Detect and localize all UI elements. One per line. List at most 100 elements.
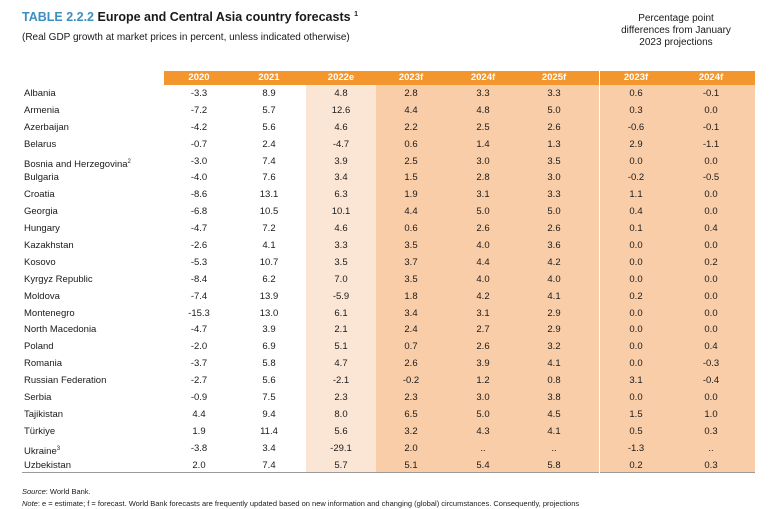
cell-2022e: 10.1: [331, 206, 351, 218]
table-row: Türkiye 1.9 11.4 5.6 3.2 4.3 4.1 0.5 0.3: [0, 424, 770, 441]
pp-cell-2024f: 0.3: [704, 425, 718, 437]
country-name: Georgia: [24, 204, 174, 221]
cell-2024f: 4.3: [476, 425, 490, 437]
cell-2020: -15.3: [188, 307, 210, 319]
table-row: Ukraine3 -3.8 3.4 -29.1 2.0.... -1.3..: [0, 441, 770, 458]
country-label: Kosovo: [24, 256, 56, 268]
cell-2021: 5.7: [262, 104, 276, 116]
table-row: Croatia -8.6 13.1 6.3 1.9 3.1 3.3 1.1 0.0: [0, 187, 770, 204]
table-body: Albania -3.3 8.9 4.8 2.8 3.3 3.3 0.6 -0.1 Armenia…: [0, 86, 770, 474]
cell-2021: 10.7: [259, 256, 279, 268]
country-label: Hungary: [24, 223, 60, 235]
col-header-2021: 2021: [258, 72, 280, 83]
cell-2025f: 4.1: [547, 358, 561, 370]
cell-2025f: 3.2: [547, 341, 561, 353]
cell-2025f: 3.0: [547, 172, 561, 184]
country-name: North Macedonia: [24, 322, 174, 339]
table-subtitle: (Real GDP growth at market prices in per…: [22, 32, 350, 43]
cell-2025f: 3.3: [547, 88, 561, 99]
cell-2024f: 2.6: [476, 223, 490, 235]
cell-2024f: 3.3: [476, 88, 490, 99]
pp-heading-line2: differences from January: [621, 25, 731, 36]
country-name: Kyrgyz Republic: [24, 272, 174, 289]
table-row: Azerbaijan -4.2 5.6 4.6 2.2 2.5 2.6 -0.6 -0.1: [0, 120, 770, 137]
pp-cell-2024f: 0.0: [704, 290, 718, 302]
cell-2021: 4.1: [262, 240, 276, 252]
cell-2024f: 4.4: [476, 256, 490, 268]
cell-2025f: 2.9: [547, 324, 561, 336]
cell-2025f: 2.9: [547, 307, 561, 319]
cell-2022e: 7.0: [334, 273, 348, 285]
country-name: Hungary: [24, 221, 174, 238]
cell-2021: 13.0: [259, 307, 279, 319]
pp-cell-2023f: 2.9: [629, 138, 643, 150]
pp-cell-2024f: -0.5: [702, 172, 720, 184]
pp-cell-2023f: 0.0: [629, 256, 643, 268]
cell-2023f: 2.4: [404, 324, 418, 336]
cell-2025f: 5.0: [547, 206, 561, 218]
col-header-2024f: 2024f: [470, 72, 496, 83]
country-label: Uzbekistan: [24, 459, 71, 471]
cell-2020: -8.6: [190, 189, 208, 201]
table-row: Moldova -7.4 13.9 -5.9 1.8 4.2 4.1 0.2 0.0: [0, 289, 770, 306]
table-row: Bulgaria -4.0 7.6 3.4 1.5 2.8 3.0 -0.2 -0.5: [0, 170, 770, 187]
cell-2022e: -4.7: [332, 138, 350, 150]
pp-cell-2023f: 0.0: [629, 240, 643, 252]
cell-2021: 7.4: [262, 155, 276, 167]
cell-2021: 6.9: [262, 341, 276, 353]
country-name: Azerbaijan: [24, 120, 174, 137]
country-label: Kyrgyz Republic: [24, 273, 93, 285]
cell-2022e: -2.1: [332, 375, 350, 387]
pp-cell-2024f: -0.3: [702, 358, 720, 370]
country-label: Croatia: [24, 189, 55, 201]
country-label: Serbia: [24, 392, 52, 404]
cell-2022e: 3.5: [334, 256, 348, 268]
country-name: Ukraine3: [24, 441, 174, 461]
forecast-columns-band: [376, 71, 599, 472]
pp-cell-2024f: -0.1: [702, 88, 720, 99]
cell-2024f: 3.1: [476, 189, 490, 201]
cell-2020: -3.8: [190, 442, 208, 454]
pp-cell-2024f: 1.0: [704, 408, 718, 420]
cell-2021: 9.4: [262, 408, 276, 420]
pp-cell-2024f: 0.3: [704, 459, 718, 471]
table-row: Kazakhstan -2.6 4.1 3.3 3.5 4.0 3.6 0.0 0.0: [0, 238, 770, 255]
country-label: Azerbaijan: [24, 121, 69, 133]
pp-differences-heading: Percentage point differences from Januar…: [596, 13, 756, 49]
estimate-column-band: [306, 71, 376, 472]
country-name: Tajikistan: [24, 407, 174, 424]
cell-2021: 7.6: [262, 172, 276, 184]
cell-2023f: 5.1: [404, 459, 418, 471]
pp-cell-2024f: -0.1: [702, 121, 720, 133]
cell-2023f: 1.9: [404, 189, 418, 201]
cell-2022e: 2.3: [334, 392, 348, 404]
table-row: Tajikistan 4.4 9.4 8.0 6.5 5.0 4.5 1.5 1.0: [0, 407, 770, 424]
cell-2024f: ..: [480, 442, 486, 454]
col-header-2025f: 2025f: [541, 72, 567, 83]
cell-2023f: 3.2: [404, 425, 418, 437]
cell-2020: -5.3: [190, 256, 208, 268]
cell-2025f: 3.5: [547, 155, 561, 167]
cell-2025f: 2.6: [547, 223, 561, 235]
country-label: Moldova: [24, 290, 60, 302]
table-row: Albania -3.3 8.9 4.8 2.8 3.3 3.3 0.6 -0.1: [0, 86, 770, 103]
cell-2025f: 2.6: [547, 121, 561, 133]
cell-2023f: 3.7: [404, 256, 418, 268]
pp-cell-2023f: 0.2: [629, 459, 643, 471]
cell-2022e: 6.1: [334, 307, 348, 319]
country-label: Poland: [24, 341, 54, 353]
cell-2022e: 6.3: [334, 189, 348, 201]
cell-2024f: 4.2: [476, 290, 490, 302]
table-row: North Macedonia -4.7 3.9 2.1 2.4 2.7 2.9 0.0 0.0: [0, 322, 770, 339]
cell-2021: 7.4: [262, 459, 276, 471]
cell-2022e: -5.9: [332, 290, 350, 302]
cell-2025f: 5.0: [547, 104, 561, 116]
country-label: Albania: [24, 88, 56, 99]
country-name: Russian Federation: [24, 373, 174, 390]
country-label: North Macedonia: [24, 324, 97, 336]
pp-cell-2023f: -0.6: [627, 121, 645, 133]
title-footnote: 1: [354, 10, 358, 18]
country-label: Türkiye: [24, 425, 56, 437]
pp-cell-2024f: 0.0: [704, 307, 718, 319]
country-name: Moldova: [24, 289, 174, 306]
